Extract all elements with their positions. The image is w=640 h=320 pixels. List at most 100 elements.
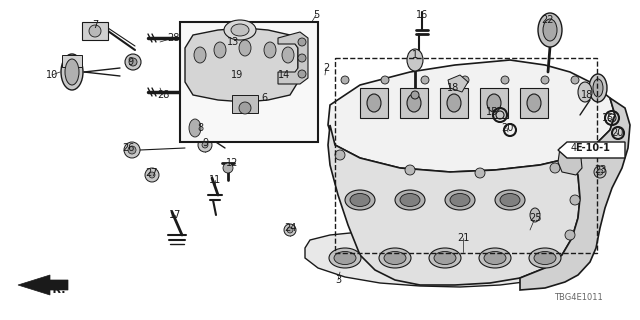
Ellipse shape (407, 94, 421, 112)
Ellipse shape (530, 208, 540, 222)
Ellipse shape (500, 194, 520, 206)
Polygon shape (558, 143, 582, 175)
Polygon shape (18, 275, 68, 295)
Text: 17: 17 (169, 210, 181, 220)
Circle shape (341, 76, 349, 84)
Text: 9: 9 (202, 138, 208, 148)
Text: 23: 23 (594, 165, 606, 175)
Circle shape (565, 230, 575, 240)
Text: 20: 20 (501, 123, 513, 133)
Circle shape (129, 58, 137, 66)
Ellipse shape (329, 248, 361, 268)
Polygon shape (305, 230, 568, 287)
Ellipse shape (407, 49, 423, 71)
Polygon shape (558, 142, 625, 158)
Text: 11: 11 (209, 175, 221, 185)
Circle shape (89, 25, 101, 37)
Text: 18: 18 (447, 83, 459, 93)
Ellipse shape (367, 94, 381, 112)
Bar (62, 55, 82, 67)
Text: 4: 4 (571, 143, 577, 153)
Bar (440, 88, 468, 118)
Circle shape (128, 146, 136, 154)
Ellipse shape (538, 13, 562, 47)
Circle shape (381, 76, 389, 84)
Text: 27: 27 (146, 168, 158, 178)
Text: FR.: FR. (45, 285, 65, 295)
Circle shape (145, 168, 159, 182)
Ellipse shape (429, 248, 461, 268)
Text: 25: 25 (529, 213, 541, 223)
Text: 5: 5 (313, 10, 319, 20)
Text: 16: 16 (416, 10, 428, 20)
Bar (480, 88, 508, 118)
Text: 26: 26 (122, 143, 134, 153)
Text: 3: 3 (335, 275, 341, 285)
Ellipse shape (445, 190, 475, 210)
Ellipse shape (264, 42, 276, 58)
Circle shape (124, 142, 140, 158)
Ellipse shape (450, 194, 470, 206)
Polygon shape (328, 125, 580, 285)
Circle shape (501, 76, 509, 84)
Bar (82, 22, 108, 40)
Circle shape (223, 163, 233, 173)
Ellipse shape (534, 252, 556, 265)
Ellipse shape (395, 190, 425, 210)
Polygon shape (448, 75, 468, 92)
Ellipse shape (224, 20, 256, 40)
Bar (232, 95, 258, 113)
Ellipse shape (495, 190, 525, 210)
Polygon shape (520, 98, 630, 290)
Ellipse shape (484, 252, 506, 265)
Circle shape (461, 76, 469, 84)
Circle shape (475, 168, 485, 178)
Ellipse shape (185, 114, 205, 142)
Circle shape (125, 54, 141, 70)
Circle shape (298, 70, 306, 78)
Text: 20: 20 (611, 128, 623, 138)
Polygon shape (328, 60, 615, 172)
Ellipse shape (434, 252, 456, 265)
Text: 15: 15 (486, 107, 498, 117)
Ellipse shape (447, 94, 461, 112)
Ellipse shape (527, 94, 541, 112)
Bar (335, 58, 597, 253)
Ellipse shape (593, 79, 603, 97)
Circle shape (202, 142, 208, 148)
Text: 19: 19 (231, 70, 243, 80)
Ellipse shape (334, 252, 356, 265)
Text: 8: 8 (197, 123, 203, 133)
Text: 12: 12 (226, 158, 238, 168)
Circle shape (149, 172, 155, 178)
Circle shape (405, 165, 415, 175)
Text: 21: 21 (457, 233, 469, 243)
Bar (180, 22, 318, 142)
Text: 6: 6 (261, 93, 267, 103)
Text: 9: 9 (127, 57, 133, 67)
Bar (520, 88, 548, 118)
Circle shape (298, 38, 306, 46)
Ellipse shape (231, 24, 249, 36)
Circle shape (571, 76, 579, 84)
Ellipse shape (589, 74, 607, 102)
Bar (360, 88, 388, 118)
Ellipse shape (194, 47, 206, 63)
Ellipse shape (487, 94, 501, 112)
Circle shape (284, 224, 296, 236)
Ellipse shape (61, 54, 83, 90)
Bar (400, 88, 428, 118)
Circle shape (421, 76, 429, 84)
Circle shape (597, 169, 603, 175)
Ellipse shape (543, 19, 557, 41)
Text: 28: 28 (157, 90, 169, 100)
Ellipse shape (345, 190, 375, 210)
Text: 1: 1 (412, 50, 418, 60)
Circle shape (298, 54, 306, 62)
Ellipse shape (384, 252, 406, 265)
Ellipse shape (479, 248, 511, 268)
Circle shape (570, 195, 580, 205)
Text: 13: 13 (227, 37, 239, 47)
Ellipse shape (282, 47, 294, 63)
Polygon shape (185, 28, 298, 102)
